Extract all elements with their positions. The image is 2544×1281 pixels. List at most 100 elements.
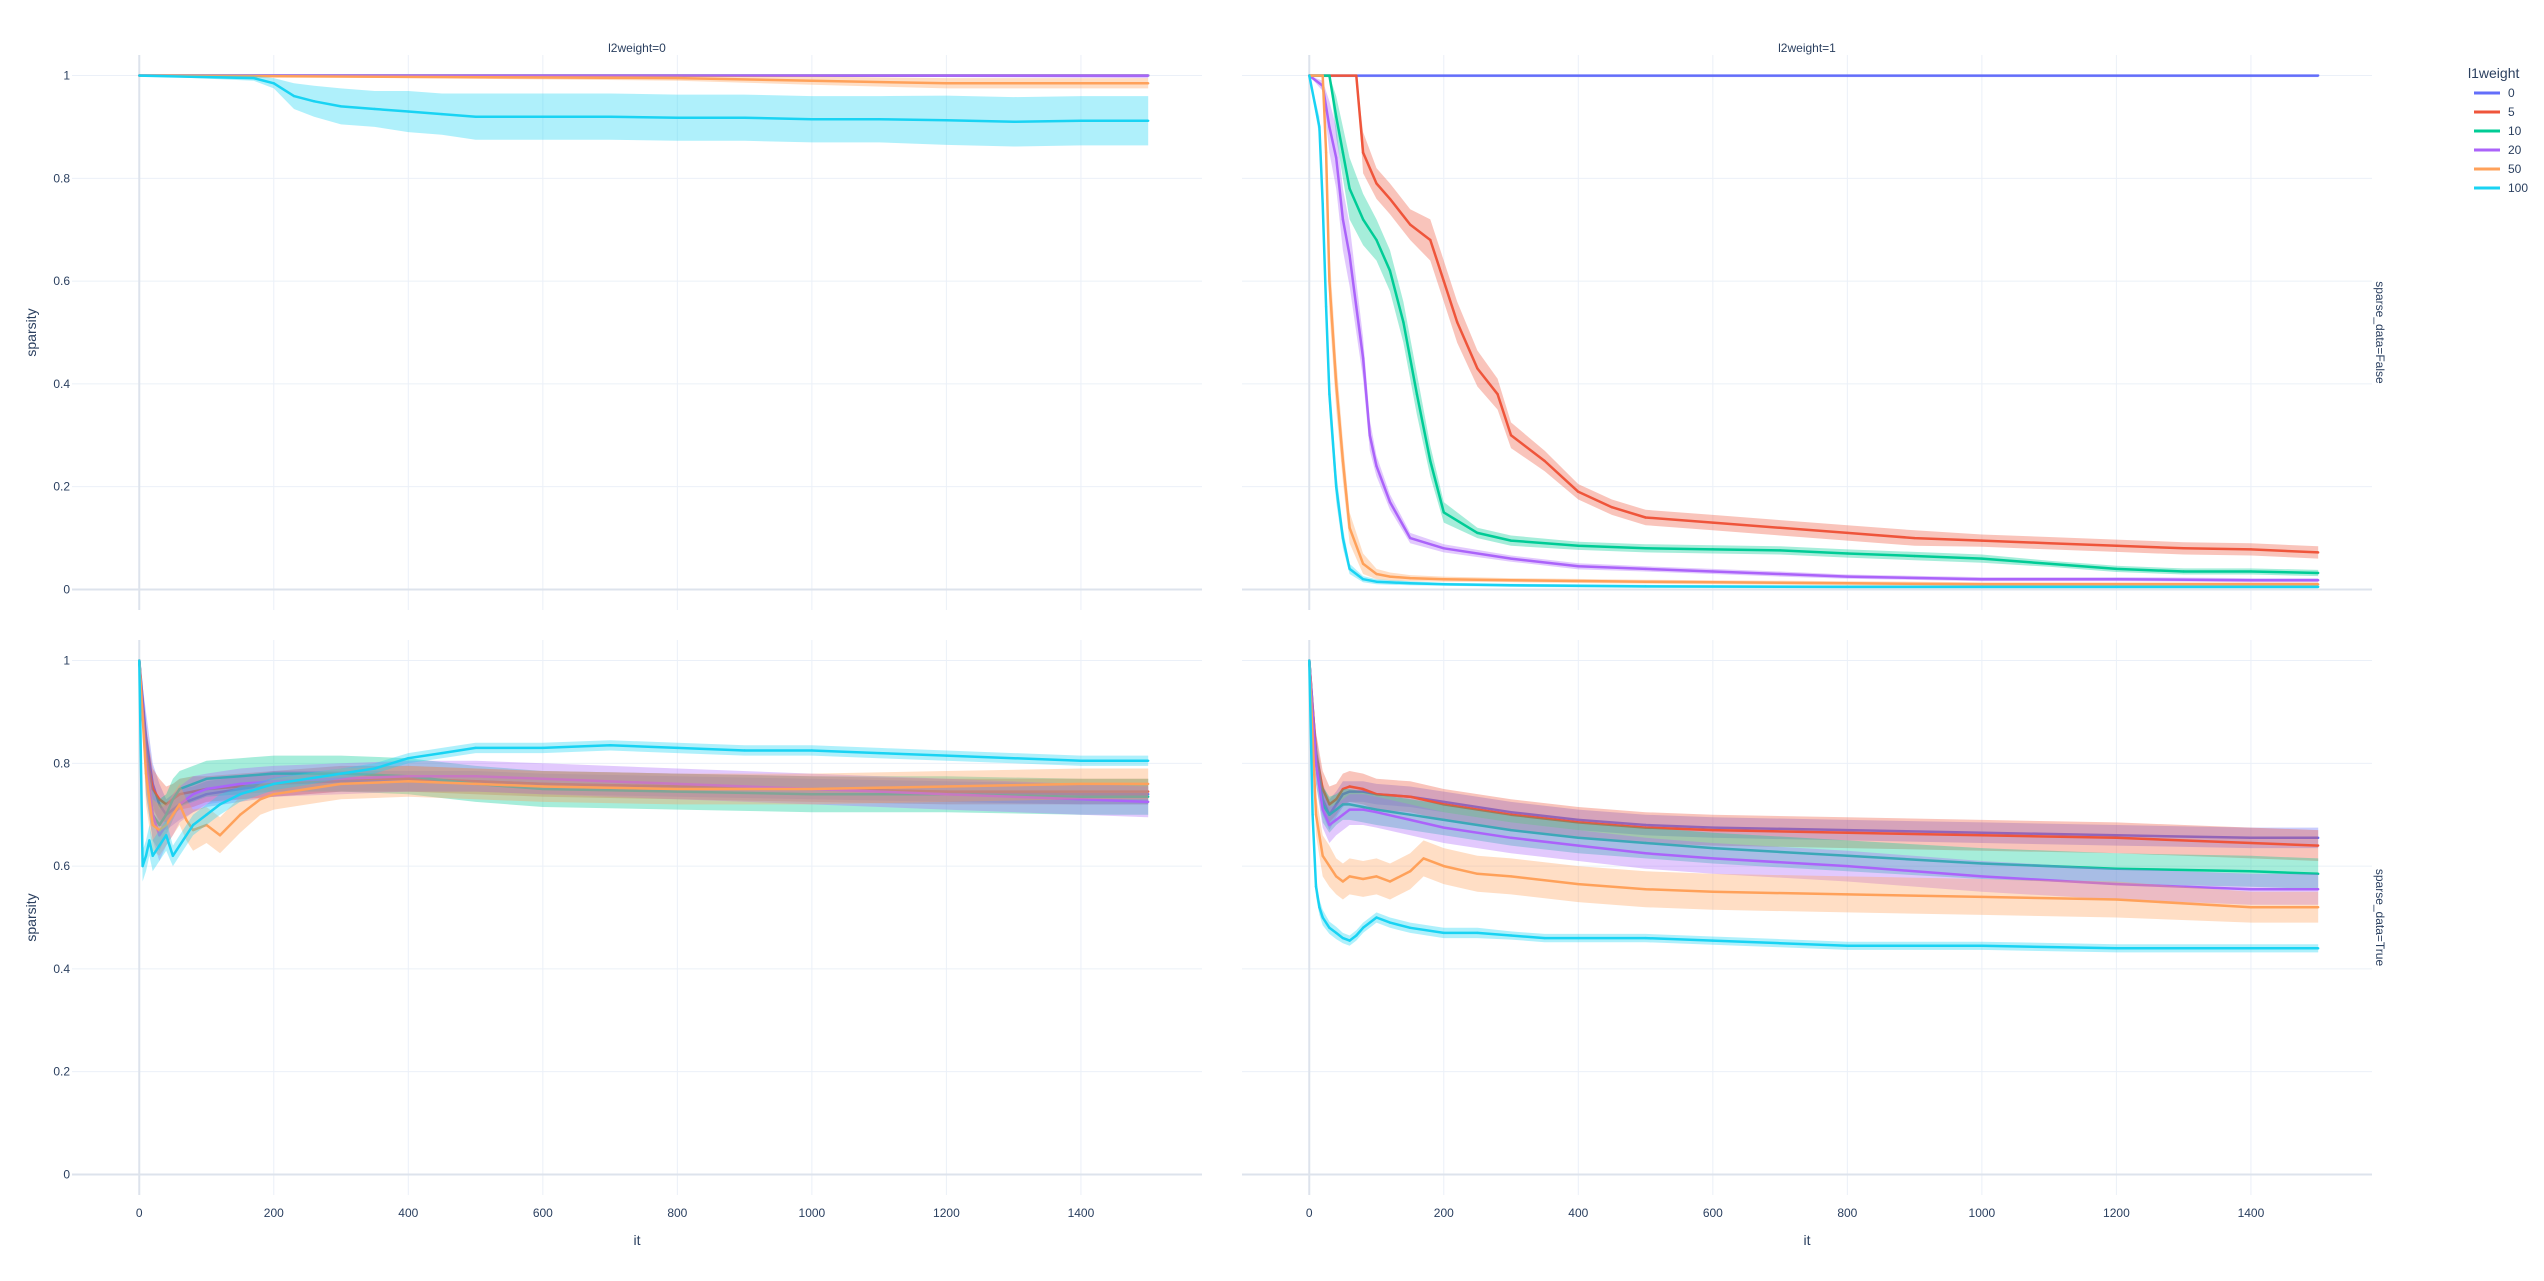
data-point bbox=[1476, 872, 1479, 876]
legend-item-100: 100 bbox=[2474, 181, 2528, 195]
data-point bbox=[1408, 223, 1412, 226]
data-point bbox=[158, 803, 161, 806]
data-point bbox=[1415, 392, 1419, 396]
data-point bbox=[1577, 821, 1580, 824]
series-50 bbox=[1308, 659, 2320, 923]
data-point bbox=[1711, 570, 1715, 573]
data-point bbox=[1079, 792, 1083, 796]
data-point bbox=[1577, 836, 1580, 840]
data-point bbox=[252, 76, 255, 80]
data-point bbox=[238, 787, 242, 791]
data-point bbox=[1980, 944, 1984, 947]
data-point bbox=[272, 782, 275, 786]
data-point bbox=[2115, 544, 2118, 547]
x-tick-label: 1000 bbox=[1969, 1206, 1996, 1220]
data-point bbox=[1375, 182, 1378, 185]
data-point bbox=[1328, 803, 1331, 806]
series-100 bbox=[138, 659, 1150, 882]
x-tick-label: 600 bbox=[1703, 1206, 1723, 1220]
data-point bbox=[1711, 826, 1715, 829]
data-point bbox=[2316, 844, 2320, 847]
data-point bbox=[945, 790, 948, 793]
y-tick-label: 0.8 bbox=[53, 756, 70, 770]
data-point bbox=[1644, 585, 1647, 588]
data-point bbox=[1980, 585, 1984, 589]
data-point bbox=[1334, 931, 1338, 935]
data-point bbox=[1361, 808, 1365, 811]
data-point bbox=[1079, 119, 1083, 122]
data-point bbox=[1341, 880, 1345, 883]
data-point bbox=[1846, 854, 1849, 858]
series-line bbox=[138, 660, 1149, 837]
data-point bbox=[1711, 828, 1715, 832]
data-point bbox=[1509, 828, 1513, 832]
data-point bbox=[1644, 852, 1647, 855]
data-point bbox=[148, 839, 151, 842]
data-point bbox=[1509, 836, 1513, 840]
data-point bbox=[877, 751, 881, 755]
data-point bbox=[541, 777, 545, 780]
data-point bbox=[1321, 74, 1324, 77]
data-point bbox=[164, 813, 168, 816]
series-50 bbox=[138, 74, 1150, 89]
x-tick-label: 1400 bbox=[1068, 1206, 1095, 1220]
data-point bbox=[1388, 269, 1392, 273]
data-point bbox=[1334, 875, 1338, 878]
data-point bbox=[1442, 826, 1445, 829]
data-point bbox=[1577, 565, 1580, 568]
x-tick-label: 1400 bbox=[2238, 1206, 2265, 1220]
data-point bbox=[1146, 759, 1150, 762]
data-point bbox=[1442, 803, 1445, 806]
x-tick-label: 200 bbox=[1434, 1206, 1454, 1220]
data-point bbox=[1314, 885, 1318, 888]
data-point bbox=[1476, 367, 1479, 370]
data-point bbox=[1509, 578, 1513, 582]
data-point bbox=[339, 105, 343, 108]
data-point bbox=[178, 792, 181, 796]
data-point bbox=[1644, 516, 1647, 519]
panel-3: 0 0.2 0.4 0.6 0.8 1 sparsity 0 200 400 600 800 1000 1… bbox=[23, 640, 1202, 1248]
data-point bbox=[1321, 916, 1324, 919]
data-point bbox=[1355, 74, 1358, 77]
data-point bbox=[1334, 156, 1338, 159]
series-50 bbox=[138, 659, 1150, 856]
data-point bbox=[1324, 305, 1328, 309]
data-point bbox=[1341, 787, 1345, 791]
y-tick-label: 0.2 bbox=[53, 1065, 70, 1079]
error-band bbox=[139, 660, 1149, 882]
panel-4: 0 200 400 600 800 1000 1200 1400 it sparse_data=T… bbox=[1242, 640, 2387, 1248]
data-point bbox=[676, 790, 679, 793]
x-tick-label: 1000 bbox=[799, 1206, 826, 1220]
data-point bbox=[1328, 125, 1331, 129]
data-point bbox=[1408, 795, 1412, 798]
data-point bbox=[1913, 536, 1916, 540]
data-point bbox=[1846, 893, 1849, 896]
data-point bbox=[1846, 552, 1849, 555]
data-point bbox=[1334, 382, 1338, 386]
data-point bbox=[1509, 810, 1513, 814]
data-point bbox=[2115, 585, 2118, 589]
x-tick-label: 400 bbox=[1568, 1206, 1588, 1220]
data-point bbox=[164, 823, 168, 827]
y-tick-label: 0 bbox=[63, 582, 70, 596]
data-point bbox=[1146, 119, 1150, 122]
data-point bbox=[1429, 459, 1432, 463]
data-point bbox=[339, 782, 343, 786]
legend-item-5: 5 bbox=[2474, 105, 2515, 119]
data-point bbox=[676, 787, 679, 791]
data-point bbox=[2249, 906, 2253, 909]
data-point bbox=[272, 82, 275, 85]
data-point bbox=[1341, 803, 1345, 806]
legend-item-50: 50 bbox=[2474, 162, 2522, 176]
data-point bbox=[312, 100, 316, 103]
data-point bbox=[171, 854, 175, 858]
data-point bbox=[1711, 548, 1715, 551]
data-point bbox=[339, 772, 343, 775]
data-point bbox=[2249, 570, 2253, 573]
data-point bbox=[1577, 818, 1580, 822]
data-point bbox=[945, 82, 948, 85]
data-point bbox=[1980, 557, 1984, 560]
legend-item-10: 10 bbox=[2474, 124, 2522, 138]
data-point bbox=[407, 110, 410, 113]
